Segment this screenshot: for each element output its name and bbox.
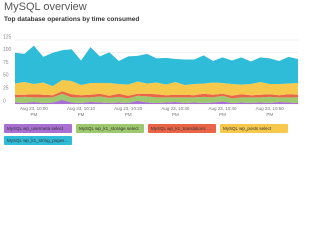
- x-tick-label: Aug 23, 10:40 PM: [208, 106, 237, 117]
- y-tick-label: 125: [3, 34, 12, 40]
- y-tick-label: 75: [3, 60, 9, 66]
- legend-item[interactable]: MySQL wp_k1_string_pages select: [4, 136, 72, 145]
- plot: 0 25 50 75 100 125: [3, 34, 298, 104]
- area: [15, 45, 298, 87]
- chart-subtitle: Top database operations by time consumed: [4, 16, 140, 23]
- x-tick-label: Aug 23, 10:20 PM: [114, 106, 143, 117]
- x-tick-label: Aug 23, 10:30 PM: [161, 106, 190, 117]
- y-tick-label: 0: [3, 98, 6, 104]
- legend-item[interactable]: MySQL wp_k1_translations select: [148, 124, 216, 133]
- x-tick-label: Aug 23, 10:00 PM: [19, 106, 48, 117]
- y-tick-label: 50: [3, 73, 9, 79]
- chart: MySQL overview Top database operations b…: [3, 1, 298, 145]
- chart-title: MySQL overview: [4, 1, 87, 13]
- legend-item[interactable]: MySQL wp_posts select: [220, 124, 288, 133]
- y-tick-label: 25: [3, 86, 9, 92]
- legend: MySQL wp_usermeta select MySQL wp_k1_stor…: [4, 124, 298, 145]
- area: [15, 93, 298, 103]
- x-tick-label: Aug 23, 10:50 PM: [255, 106, 284, 117]
- area: [15, 91, 298, 99]
- legend-item[interactable]: MySQL wp_usermeta select: [4, 124, 72, 133]
- y-tick-label: 100: [3, 47, 12, 53]
- area: [15, 79, 298, 96]
- x-tick-label: Aug 23, 10:10 PM: [67, 106, 96, 117]
- legend-item[interactable]: MySQL wp_k1_storage select: [76, 124, 144, 133]
- area: [15, 99, 298, 104]
